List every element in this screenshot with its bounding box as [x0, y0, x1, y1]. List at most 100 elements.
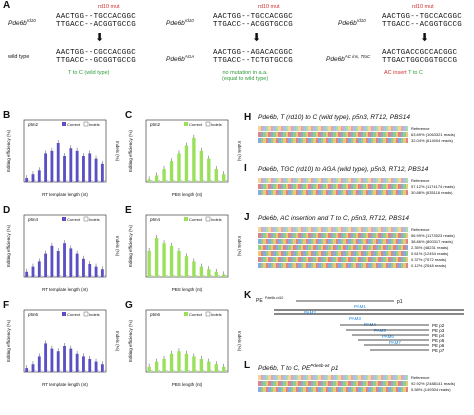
indel-bar [150, 180, 153, 182]
chart-name: p5n2 [28, 122, 39, 127]
panel-i-label: I [244, 163, 247, 174]
reference-label: Reference [411, 226, 430, 232]
sequence-strip [258, 250, 408, 256]
chart-name: p5n6 [28, 312, 39, 317]
panel-h-title: Pde6b, T (rd10) to C (wild type), p5n3, … [258, 114, 410, 121]
bar [56, 251, 60, 277]
allele-row: 32.04% (614004 reads) [258, 137, 455, 143]
indel-bar [78, 370, 81, 372]
sequence-strip [258, 137, 408, 143]
bar [63, 346, 66, 372]
bar [154, 238, 159, 277]
bar [50, 150, 54, 182]
legend-indels: Indels [211, 217, 222, 222]
chart-name: p5n2 [150, 122, 161, 127]
allele-row: 57.12% (1174174 reads) [258, 183, 455, 189]
down-arrow-icon: ⬇ [252, 32, 262, 44]
bar [94, 158, 98, 182]
reference-label: Reference [411, 177, 430, 183]
allele-row: 63.69% (1063321 reads) [258, 131, 455, 137]
legend-indels: Indels [89, 312, 100, 317]
indel-bar [225, 275, 228, 277]
x-axis-label: PBS length (nt) [172, 287, 203, 292]
bar [192, 137, 196, 182]
reference-row: Reference [258, 177, 455, 183]
indel-bar [165, 180, 168, 182]
reference-label: Reference [411, 374, 430, 380]
bar [25, 271, 29, 277]
y-axis-label: Editing efficiency (%) [128, 130, 133, 172]
indel-bar [34, 370, 36, 372]
read-percent-label: 0.61% (12454 reads) [411, 250, 449, 256]
indel-bar [97, 370, 100, 372]
sequence-strip [258, 256, 408, 262]
indel-bar [72, 275, 74, 277]
indel-bar [97, 275, 100, 277]
bar [25, 178, 29, 182]
indel-bar [47, 275, 49, 277]
bar [222, 366, 226, 372]
bar [192, 261, 196, 277]
y-axis-label: Editing efficiency (%) [6, 225, 11, 267]
bar [214, 169, 218, 182]
legend-swatch-indels [205, 121, 211, 127]
bar [184, 353, 189, 372]
indel-bar [91, 275, 93, 277]
pam-label: PAM1 [354, 304, 366, 309]
indel-bar [180, 370, 183, 372]
bar [44, 153, 48, 182]
bar [82, 258, 85, 277]
bar [82, 156, 85, 182]
legend-swatch-indels [83, 216, 89, 222]
y2-axis-label: Indels (%) [237, 331, 242, 352]
legend-swatch-correct [184, 312, 188, 316]
indel-bar [53, 370, 55, 372]
indel-bar [158, 370, 161, 372]
y2-axis-label: Indels (%) [237, 141, 242, 162]
legend-swatch-indels [205, 311, 211, 317]
indel-bar [210, 275, 213, 277]
legend-correct: Correct [189, 312, 203, 317]
indel-bar [165, 370, 168, 372]
bar [82, 356, 85, 372]
bar [169, 353, 174, 372]
bar [169, 161, 174, 182]
indel-bar [225, 180, 228, 182]
bar [147, 366, 151, 372]
pam-label: PAM4 [364, 322, 376, 327]
reference-row: Reference [258, 125, 455, 131]
bar [207, 269, 211, 277]
rd10-mut-label-3: rd10 mut [412, 4, 434, 10]
bar [199, 150, 204, 182]
sequence-strip [258, 125, 408, 131]
wild-type-label: wild type [8, 54, 30, 60]
pam-label: PAM7 [389, 340, 401, 345]
bar [56, 351, 60, 372]
chart-d: p6n4 Correct Indels RT template length (nt)… [6, 214, 120, 292]
indel-bar [28, 180, 30, 182]
indel-bar [91, 370, 93, 372]
pe-label: PE [256, 298, 263, 304]
sequence-strip [258, 262, 408, 268]
rd10-mut-label-1: rd10 mut [98, 4, 120, 10]
p-label: PE p5 [432, 338, 445, 343]
chart-name: p6n4 [28, 217, 39, 222]
sequence-wt: AACTGG--CGCCACGGC TTGACC--GCGGTGCCG [56, 49, 136, 65]
read-percent-label: 63.69% (1063321 reads) [411, 131, 456, 137]
panel-k-label: K [244, 290, 252, 301]
indel-bar [173, 370, 176, 372]
bar [63, 156, 66, 182]
chart-c: p5n2 Correct Indels PBS length (nt) Editing … [128, 119, 242, 197]
sequence-strip [258, 232, 408, 238]
indel-bar [47, 180, 49, 182]
indel-bar [84, 180, 87, 182]
p-label: PE p7 [432, 348, 445, 353]
sequence-strip [258, 189, 408, 195]
sequence-strip [258, 177, 408, 183]
indel-bar [173, 180, 176, 182]
allele-row: 38.86% (800317 reads) [258, 238, 455, 244]
indel-bar [59, 180, 62, 182]
panel-e-label: E [125, 205, 132, 216]
bar [94, 361, 98, 372]
bar [56, 143, 60, 182]
